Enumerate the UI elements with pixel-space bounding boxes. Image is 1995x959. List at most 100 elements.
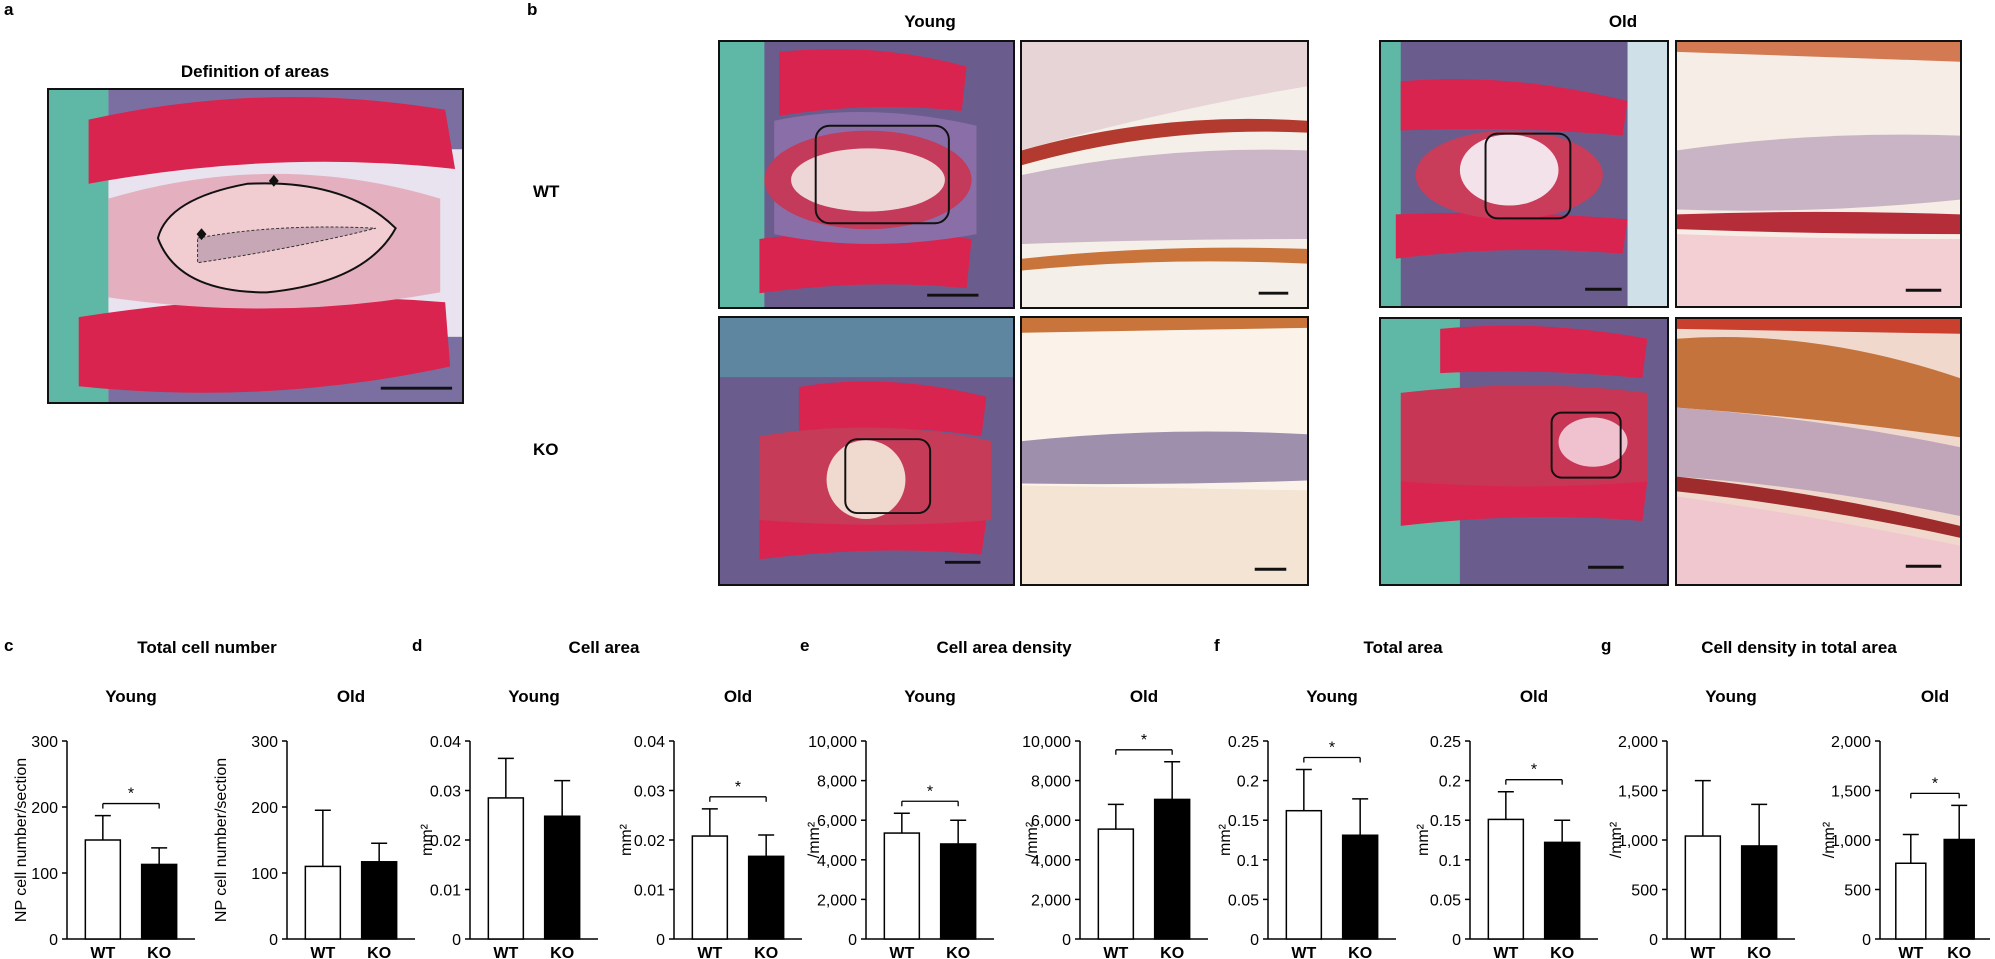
chart-d-young-group-label: Young: [508, 687, 560, 706]
chart-g-young-bar-wt: [1684, 835, 1722, 940]
chart-d-old-bar-ko: [747, 855, 785, 940]
chart-e-young-y-tick-label: 0: [848, 932, 857, 949]
chart-f-old-x-tick-label-wt: WT: [1493, 945, 1518, 959]
chart-f-young-group-label: Young: [1306, 687, 1358, 706]
chart-g-old-y-tick-label: 2,000: [1831, 734, 1871, 751]
chart-d-old-y-tick-label: 0.02: [634, 833, 665, 850]
chart-f-young-x-tick-label-ko: KO: [1348, 945, 1372, 959]
chart-g-young-y-tick-label: 500: [1631, 883, 1658, 900]
panel-b-row-wt-young: WT: [533, 182, 560, 201]
chart-e-young-x-tick-label-ko: KO: [946, 945, 970, 959]
chart-g-young-x-tick-label-ko: KO: [1747, 945, 1771, 959]
chart-f-old-y-tick-label: 0.2: [1439, 774, 1461, 791]
chart-c-old-group-label: Old: [337, 687, 365, 706]
chart-c-title: Total cell number: [137, 638, 277, 657]
chart-f-old-y-tick-label: 0.15: [1430, 813, 1461, 830]
chart-c-old-bar-wt: [304, 865, 342, 940]
chart-d-young-y-tick-label: 0: [452, 932, 461, 949]
chart-g-old-bar-wt: [1895, 862, 1927, 940]
chart-f-old-y-axis-label: mm²: [1415, 823, 1432, 856]
chart-e-young-group-label: Young: [904, 687, 956, 706]
chart-d-young-y-axis-label: mm²: [419, 823, 436, 856]
chart-f-old-significance-marker: *: [1531, 762, 1537, 779]
panel-d-letter: d: [412, 636, 422, 655]
chart-g-young-y-axis-label: /mm²: [1608, 821, 1625, 858]
panel-b-group-young: Young: [904, 12, 956, 31]
chart-g-old-bar-ko: [1943, 838, 1975, 940]
histology-image-old-wt-detail: [1675, 40, 1962, 308]
panel-b-group-old: Old: [1608, 12, 1638, 31]
chart-g-young-x-tick-label-wt: WT: [1690, 945, 1715, 959]
panel-c-letter: c: [4, 636, 13, 655]
chart-e-young-y-axis-label: /mm²: [806, 821, 823, 858]
chart-f-old-y-tick-label: 0: [1452, 932, 1461, 949]
chart-f-old-y-tick-label: 0.25: [1430, 734, 1461, 751]
chart-d-young-x-tick-label-ko: KO: [550, 945, 574, 959]
chart-g-young-y-tick-label: 2,000: [1618, 734, 1658, 751]
chart-g-old-y-tick-label: 0: [1862, 932, 1871, 949]
chart-g-young-group-label: Young: [1705, 687, 1757, 706]
chart-c-young-y-tick-label: 300: [31, 734, 58, 751]
chart-e-young-y-tick-label: 6,000: [817, 813, 857, 830]
panel-b-row-ko-young: KO: [533, 440, 559, 459]
histology-image-young-ko-detail: [1020, 316, 1309, 586]
panel-a-title: Definition of areas: [180, 62, 330, 81]
chart-d-old-group-label: Old: [724, 687, 752, 706]
chart-d-young-y-tick-label: 0.04: [430, 734, 461, 751]
panel-b-letter: b: [527, 0, 538, 19]
chart-d-old-y-tick-label: 0: [656, 932, 665, 949]
chart-e-old-significance-marker: *: [1141, 732, 1147, 749]
chart-c-young-x-tick-label-wt: WT: [90, 945, 115, 959]
histology-image-old-ko-detail: [1675, 317, 1962, 586]
chart-c-young-x-tick-label-ko: KO: [147, 945, 171, 959]
chart-g-old-significance-marker: *: [1932, 775, 1938, 792]
chart-g-old-y-axis-label: /mm²: [1821, 821, 1838, 858]
chart-d-old-significance-marker: *: [735, 779, 741, 796]
chart-f-old-bar-wt: [1487, 818, 1525, 940]
chart-d-young-y-tick-label: 0.01: [430, 883, 461, 900]
chart-f-young-y-tick-label: 0.25: [1228, 734, 1259, 751]
chart-c-young-y-tick-label: 100: [31, 866, 58, 883]
chart-g-old-y-tick-label: 1,500: [1831, 784, 1871, 801]
chart-e-old-group-label: Old: [1130, 687, 1158, 706]
chart-d-young-y-tick-label: 0.02: [430, 833, 461, 850]
chart-e-old-y-tick-label: 2,000: [1031, 892, 1071, 909]
chart-d-old-x-tick-label-wt: WT: [697, 945, 722, 959]
chart-f-old-group-label: Old: [1520, 687, 1548, 706]
chart-e-young-bar-ko: [939, 843, 977, 940]
chart-g-old-group-label: Old: [1921, 687, 1949, 706]
chart-f-old-y-tick-label: 0.1: [1439, 853, 1461, 870]
chart-e-old-bar-wt: [1097, 828, 1135, 940]
chart-c-young-bar-wt: [84, 839, 122, 940]
chart-f-old-bar-ko: [1543, 841, 1581, 940]
chart-c-old-bar-ko: [360, 861, 398, 940]
chart-g-title: Cell density in total area: [1701, 638, 1897, 657]
chart-e-young-y-tick-label: 10,000: [808, 734, 857, 751]
chart-e-old-x-tick-label-ko: KO: [1160, 945, 1184, 959]
chart-c-young-significance-marker: *: [128, 786, 134, 803]
chart-f-young-y-tick-label: 0.2: [1237, 774, 1259, 791]
chart-e-old-y-axis-label: /mm²: [1024, 821, 1041, 858]
panel-f-letter: f: [1214, 636, 1220, 655]
histology-image-old-ko-overview: [1379, 317, 1669, 586]
chart-f-old-y-tick-label: 0.05: [1430, 892, 1461, 909]
chart-f-young-y-tick-label: 0: [1250, 932, 1259, 949]
chart-c-old-y-tick-label: 200: [251, 800, 278, 817]
chart-c-young-bar-ko: [140, 863, 178, 940]
chart-e-young-bar-wt: [883, 832, 921, 940]
chart-e-old-y-tick-label: 10,000: [1022, 734, 1071, 751]
chart-d-old-y-tick-label: 0.03: [634, 784, 665, 801]
chart-e-old-y-tick-label: 4,000: [1031, 853, 1071, 870]
histology-image-young-wt-overview: [718, 40, 1015, 309]
panel-g-letter: g: [1601, 636, 1611, 655]
chart-d-old-y-tick-label: 0.04: [634, 734, 665, 751]
chart-e-young-y-tick-label: 8,000: [817, 774, 857, 791]
chart-d-title: Cell area: [569, 638, 640, 657]
chart-c-old-y-tick-label: 0: [269, 932, 278, 949]
chart-c-young-y-axis-label: NP cell number/section: [13, 758, 30, 922]
chart-f-title: Total area: [1363, 638, 1443, 657]
chart-e-old-bar-ko: [1153, 798, 1191, 940]
chart-d-young-x-tick-label-wt: WT: [493, 945, 518, 959]
chart-g-old-x-tick-label-ko: KO: [1947, 945, 1971, 959]
